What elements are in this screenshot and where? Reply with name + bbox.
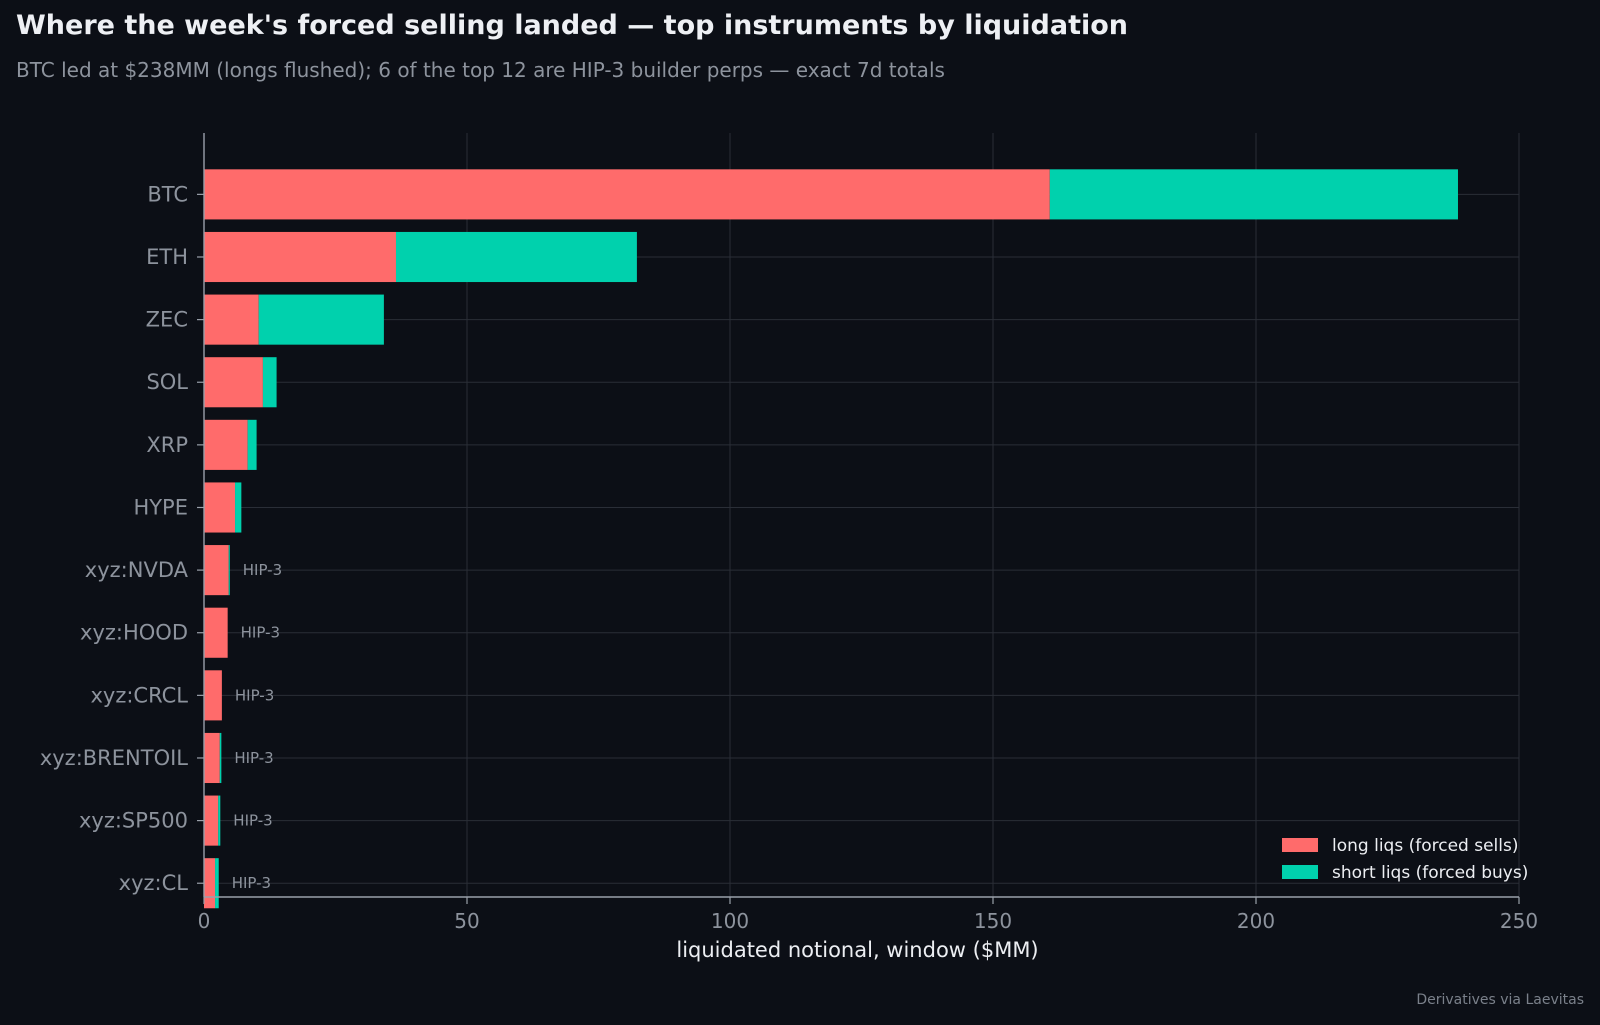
y-tick-label: xyz:NVDA: [85, 558, 189, 582]
y-tick-label: HYPE: [133, 495, 188, 519]
y-tick-label: XRP: [146, 433, 188, 457]
bar-long-xyz:HOOD: [204, 607, 228, 658]
axes: 0 50 100 150 200 250 BTC ETH ZEC SOL XRP HYPE xyz:NV…: [40, 133, 1538, 933]
legend-swatch: [1282, 838, 1318, 852]
hip3-annotation: HIP-3: [241, 624, 280, 642]
source-credit: Derivatives via Laevitas: [1416, 992, 1584, 1008]
x-tick-label: 0: [198, 909, 211, 933]
bar-long-SOL: [204, 357, 263, 408]
bar-long-XRP: [204, 419, 248, 470]
y-tick-label: ETH: [146, 245, 188, 269]
x-axis-label: liquidated notional, window ($MM): [676, 938, 1038, 962]
bars: [204, 169, 1458, 909]
y-tick-label: xyz:BRENTOIL: [40, 746, 188, 770]
y-tick-label: xyz:HOOD: [80, 621, 188, 645]
hip3-annotation: HIP-3: [233, 812, 272, 830]
bar-long-xyz:SP500: [204, 795, 219, 846]
hip3-annotation: HIP-3: [234, 749, 273, 767]
hip3-annotation: HIP-3: [243, 561, 282, 579]
legend-label: short liqs (forced buys): [1332, 863, 1528, 883]
chart-subtitle: BTC led at $238MM (longs flushed); 6 of …: [16, 58, 945, 82]
y-tick-label: BTC: [147, 182, 188, 206]
x-tick-label: 200: [1237, 909, 1275, 933]
y-tick-label: xyz:CL: [119, 871, 189, 895]
y-tick-label: SOL: [146, 370, 188, 394]
legend-label: long liqs (forced sells): [1332, 836, 1518, 856]
y-tick-label: xyz:SP500: [79, 809, 188, 833]
bar-short-xyz:SP500: [218, 795, 221, 846]
bar-short-HYPE: [235, 482, 242, 533]
bar-long-xyz:BRENTOIL: [204, 732, 220, 784]
bar-long-xyz:CRCL: [204, 670, 222, 721]
legend-swatch: [1282, 865, 1318, 879]
hip3-annotation: HIP-3: [232, 874, 271, 892]
bar-long-xyz:NVDA: [204, 545, 229, 596]
bar-short-xyz:NVDA: [228, 545, 230, 596]
bar-long-ZEC: [204, 294, 259, 345]
chart-title: Where the week's forced selling landed —…: [16, 10, 1128, 41]
x-tick-label: 50: [454, 909, 479, 933]
bar-short-BTC: [1049, 169, 1458, 220]
bar-long-ETH: [204, 231, 396, 283]
bar-short-ETH: [395, 231, 637, 283]
labels: HIP-3 HIP-3 HIP-3 HIP-3 HIP-3 HIP-3: [232, 561, 282, 892]
y-tick-label: ZEC: [146, 308, 188, 332]
bar-long-BTC: [204, 169, 1050, 220]
legend: long liqs (forced sells) short liqs (forc…: [1282, 836, 1528, 883]
bar-long-xyz:CL: [204, 858, 216, 909]
hip3-annotation: HIP-3: [235, 686, 274, 704]
bar-short-SOL: [262, 357, 277, 408]
bar-short-ZEC: [258, 294, 384, 345]
bar-short-xyz:BRENTOIL: [219, 732, 222, 784]
bar-short-XRP: [247, 419, 257, 470]
x-tick-label: 150: [974, 909, 1012, 933]
bar-long-HYPE: [204, 482, 236, 533]
x-tick-label: 250: [1500, 909, 1538, 933]
y-tick-label: xyz:CRCL: [90, 683, 188, 707]
x-tick-label: 100: [711, 909, 749, 933]
bar-short-xyz:CL: [215, 858, 219, 909]
